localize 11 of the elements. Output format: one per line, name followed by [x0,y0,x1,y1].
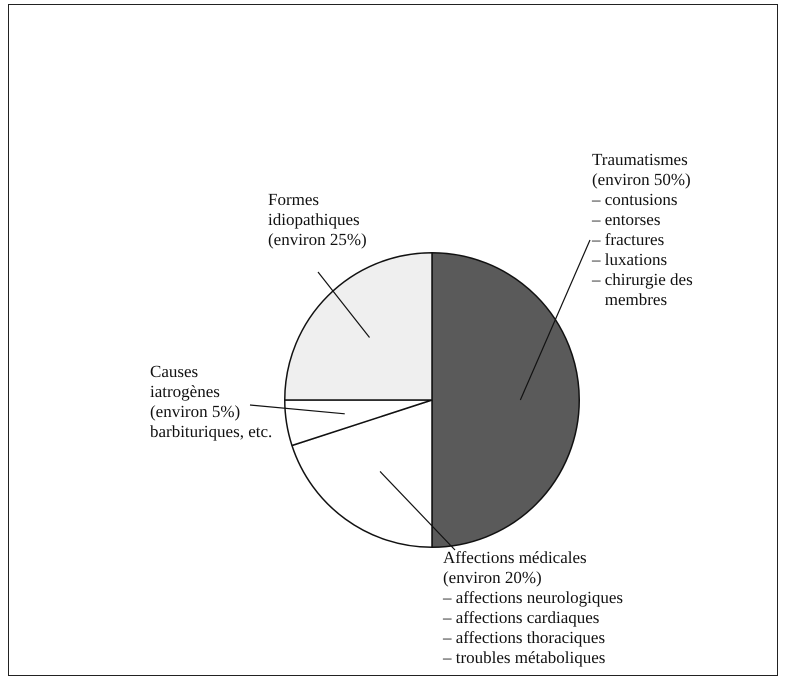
data-label: (environ 20%) [443,568,542,587]
data-label: (environ 50%) [592,170,691,189]
slice-label: Affections médicales [443,548,587,567]
slice-label: Causes iatrogènes [150,362,220,401]
slice-label: Traumatismes [592,150,688,169]
text: – affections neurologiques – affections cardiaques – affections thoraciques – troubles métaboliques [443,588,624,667]
slice-label: Formes idiopathiques [268,190,360,229]
text: barbituriques, etc. [150,422,272,441]
data-label: (environ 25%) [268,230,367,249]
text: – contusions – entorses – fractures – luxations – chirurgie des membres [592,190,693,309]
data-label: (environ 5%) [150,402,240,421]
